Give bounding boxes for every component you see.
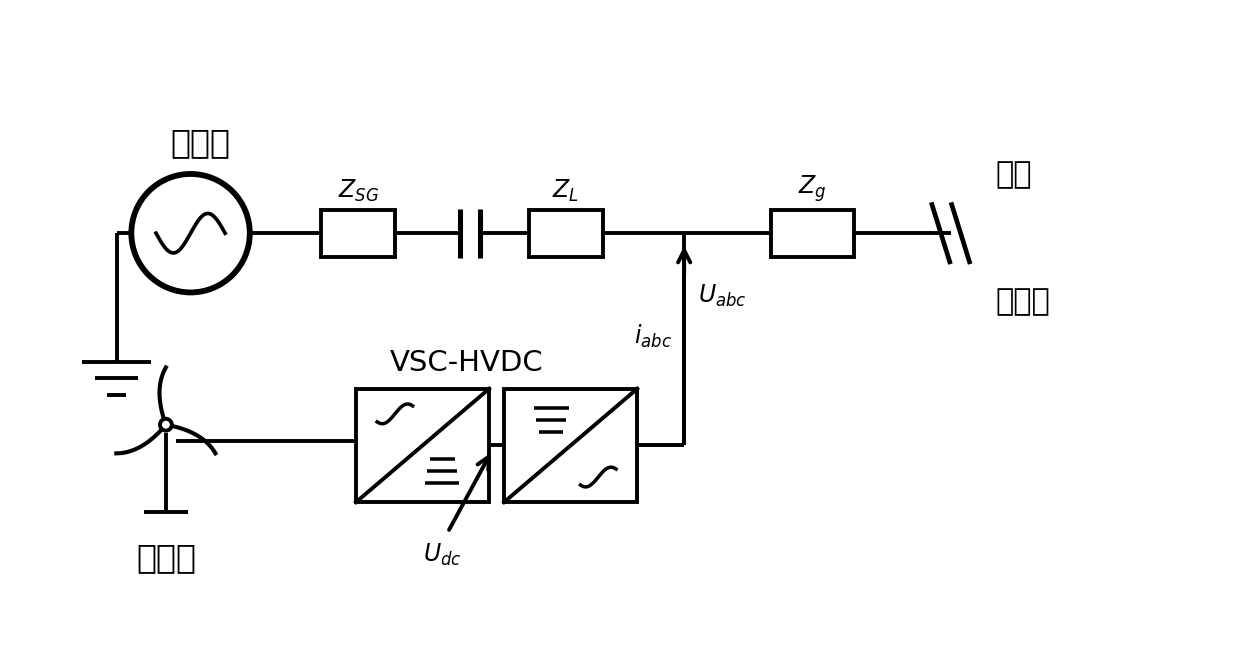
Text: $i_{abc}$: $i_{abc}$ bbox=[635, 323, 672, 351]
Bar bbox=[528, 209, 603, 257]
Text: 大电网: 大电网 bbox=[996, 288, 1050, 316]
Text: $Z_{SG}$: $Z_{SG}$ bbox=[337, 177, 379, 203]
Text: $Z_g$: $Z_g$ bbox=[799, 173, 827, 203]
Bar bbox=[321, 209, 396, 257]
Bar bbox=[503, 389, 637, 502]
Bar bbox=[356, 389, 490, 502]
Text: 无穷: 无穷 bbox=[996, 160, 1032, 189]
Text: $U_{dc}$: $U_{dc}$ bbox=[424, 542, 463, 569]
Bar bbox=[770, 209, 854, 257]
Text: 风电场: 风电场 bbox=[136, 541, 196, 574]
Text: $U_{abc}$: $U_{abc}$ bbox=[698, 282, 746, 309]
Text: VSC-HVDC: VSC-HVDC bbox=[391, 349, 544, 377]
Circle shape bbox=[160, 419, 172, 430]
Text: $Z_L$: $Z_L$ bbox=[552, 177, 579, 203]
Text: 同步机: 同步机 bbox=[170, 126, 231, 159]
